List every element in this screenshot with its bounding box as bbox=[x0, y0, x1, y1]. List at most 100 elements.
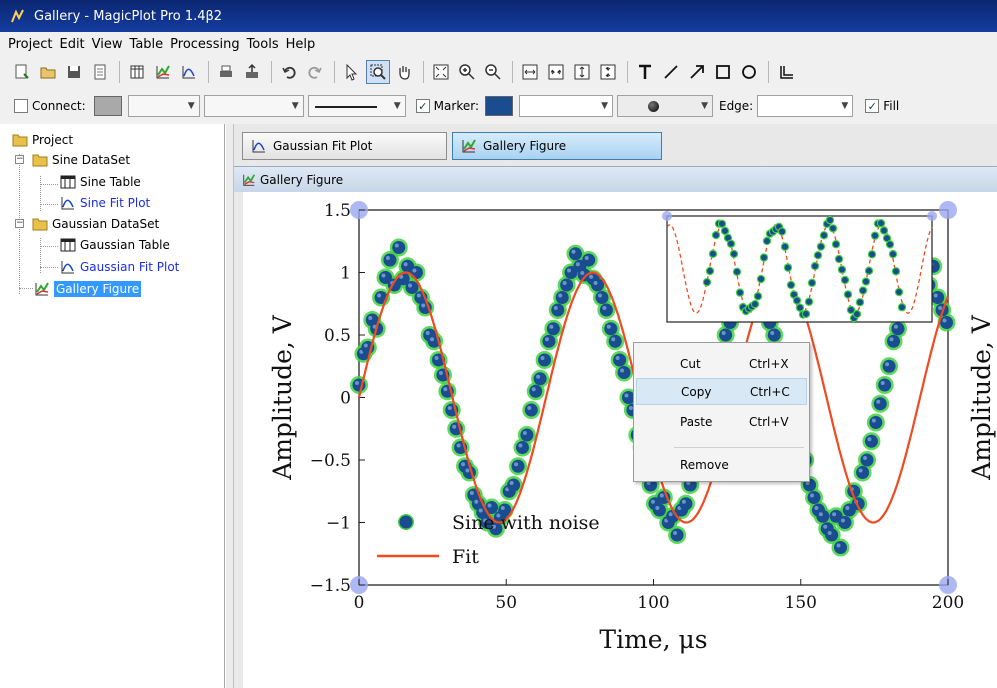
marker-shape-combo[interactable]: ▼ bbox=[616, 95, 713, 117]
tree-item-gaussian-fit-plot[interactable]: Gaussian Fit Plot bbox=[60, 257, 179, 277]
x-tick-label: 50 bbox=[495, 593, 517, 613]
marker-size-combo[interactable]: ▼ bbox=[518, 95, 613, 117]
new-figure-button[interactable] bbox=[151, 60, 175, 84]
menu-tools[interactable]: Tools bbox=[246, 36, 279, 52]
inset-resize-handle bbox=[927, 211, 937, 221]
inset-point bbox=[803, 310, 809, 317]
figure-canvas[interactable]: 0 50 100 150 200 1.5 1 0.5 0 −0.5 −1 −1.5 Time, μs Am… bbox=[234, 192, 997, 688]
data-point-highlight bbox=[434, 356, 439, 360]
right-y-axis-label: Amplitude, V bbox=[967, 314, 996, 481]
print-button[interactable] bbox=[214, 60, 238, 84]
tree-item-gaussian-dataset[interactable]: Gaussian DataSet bbox=[32, 214, 159, 234]
new-plot-button[interactable] bbox=[177, 60, 201, 84]
tab-gaussian-fit-plot[interactable]: Gaussian Fit Plot bbox=[242, 132, 447, 160]
menu-item-copy[interactable]: Copy Ctrl+C bbox=[636, 378, 807, 405]
data-point bbox=[617, 366, 631, 379]
menu-item-cut[interactable]: Cut Ctrl+X bbox=[636, 350, 807, 377]
data-point-highlight bbox=[377, 293, 382, 298]
hand-icon bbox=[399, 66, 410, 80]
tree-label: Sine Fit Plot bbox=[80, 196, 151, 210]
ellipse-tool-button[interactable] bbox=[737, 60, 761, 84]
toolbar-separator bbox=[768, 61, 769, 83]
chart-svg[interactable]: 0 50 100 150 200 1.5 1 0.5 0 −0.5 −1 −1.5 Time, μs Am… bbox=[234, 192, 997, 688]
menu-help[interactable]: Help bbox=[285, 36, 316, 52]
table-icon bbox=[130, 65, 144, 79]
fill-checkbox[interactable]: ✓ bbox=[865, 99, 880, 113]
data-point bbox=[652, 503, 666, 517]
line-color-swatch[interactable] bbox=[93, 96, 122, 116]
inset-point bbox=[830, 225, 836, 232]
data-point-highlight bbox=[478, 508, 483, 513]
data-point bbox=[409, 266, 423, 279]
figure-icon bbox=[462, 139, 476, 153]
tree-item-gaussian-table[interactable]: Gaussian Table bbox=[60, 235, 170, 255]
zoom-box-tool-button[interactable] bbox=[366, 60, 390, 84]
menu-processing[interactable]: Processing bbox=[170, 36, 240, 52]
export-button[interactable] bbox=[240, 60, 264, 84]
expand-horizontal-button[interactable] bbox=[518, 60, 542, 84]
menu-table[interactable]: Table bbox=[129, 36, 164, 52]
menu-edit[interactable]: Edit bbox=[59, 36, 85, 52]
data-point bbox=[538, 353, 552, 367]
save-button[interactable] bbox=[62, 60, 86, 84]
inset-point bbox=[878, 220, 884, 227]
y-tick-label: 1.5 bbox=[324, 201, 351, 221]
pan-tool-button[interactable] bbox=[392, 60, 416, 84]
menu-project[interactable]: Project bbox=[8, 36, 53, 52]
menu-item-label: Copy bbox=[681, 384, 712, 399]
axes-tool-button[interactable] bbox=[774, 60, 798, 84]
folder-icon bbox=[32, 154, 48, 167]
edge-combo[interactable]: ▼ bbox=[757, 95, 854, 117]
inset-point bbox=[899, 304, 905, 311]
zoom-in-button[interactable] bbox=[455, 60, 479, 84]
figure-icon bbox=[35, 282, 49, 296]
menu-view[interactable]: View bbox=[91, 36, 123, 52]
inset-plot[interactable] bbox=[662, 211, 937, 323]
expand-vertical-button[interactable] bbox=[570, 60, 594, 84]
line-type-combo[interactable]: ▼ bbox=[127, 95, 200, 117]
redo-button[interactable] bbox=[303, 60, 327, 84]
main-plot[interactable]: 0 50 100 150 200 1.5 1 0.5 0 −0.5 −1 −1.5 Time, μs Am… bbox=[268, 201, 996, 654]
window-title: Gallery - MagicPlot Pro 1.4β2 bbox=[34, 8, 223, 24]
shrink-horizontal-button[interactable] bbox=[544, 60, 568, 84]
menu-item-remove[interactable]: Remove bbox=[636, 451, 807, 478]
undo-button[interactable] bbox=[277, 60, 301, 84]
inset-point bbox=[713, 232, 719, 239]
data-point bbox=[670, 528, 684, 542]
marker-color-swatch[interactable] bbox=[484, 96, 513, 116]
rectangle-tool-button[interactable] bbox=[711, 60, 735, 84]
menu-item-paste[interactable]: Paste Ctrl+V bbox=[636, 408, 807, 435]
collapse-toggle[interactable]: − bbox=[15, 154, 24, 164]
panel-splitter[interactable] bbox=[226, 124, 234, 688]
data-point-highlight bbox=[810, 493, 815, 498]
tree-root-project[interactable]: Project bbox=[12, 130, 73, 150]
line-style-combo[interactable]: ▼ bbox=[307, 95, 406, 117]
save-icon bbox=[68, 66, 80, 78]
data-point-highlight bbox=[893, 324, 898, 329]
tree-item-sine-fit-plot[interactable]: Sine Fit Plot bbox=[60, 193, 150, 213]
fit-to-page-button[interactable] bbox=[429, 60, 453, 84]
plot-icon bbox=[61, 261, 74, 274]
text-tool-button[interactable] bbox=[633, 60, 657, 84]
tree-item-sine-dataset[interactable]: Sine DataSet bbox=[32, 150, 130, 170]
line-tool-button[interactable] bbox=[659, 60, 683, 84]
tab-gallery-figure[interactable]: Gallery Figure bbox=[452, 132, 662, 160]
shrink-vertical-button[interactable] bbox=[596, 60, 620, 84]
new-table-button[interactable] bbox=[125, 60, 149, 84]
data-point-highlight bbox=[646, 481, 651, 485]
tree-item-gallery-figure[interactable]: Gallery Figure bbox=[34, 279, 142, 299]
select-tool-button[interactable] bbox=[340, 60, 364, 84]
connect-checkbox[interactable] bbox=[14, 99, 28, 113]
new-project-button[interactable] bbox=[10, 60, 34, 84]
open-button[interactable] bbox=[36, 60, 60, 84]
zoom-out-button[interactable] bbox=[481, 60, 505, 84]
marker-checkbox[interactable]: ✓ bbox=[415, 99, 430, 113]
collapse-toggle[interactable]: − bbox=[15, 218, 24, 228]
arrow-tool-button[interactable] bbox=[685, 60, 709, 84]
tree-item-sine-table[interactable]: Sine Table bbox=[60, 172, 141, 192]
line-width-combo[interactable]: ▼ bbox=[203, 95, 304, 117]
data-point-highlight bbox=[544, 337, 549, 342]
inset-point bbox=[809, 279, 815, 286]
document-button[interactable] bbox=[88, 60, 112, 84]
inset-point bbox=[881, 227, 887, 234]
